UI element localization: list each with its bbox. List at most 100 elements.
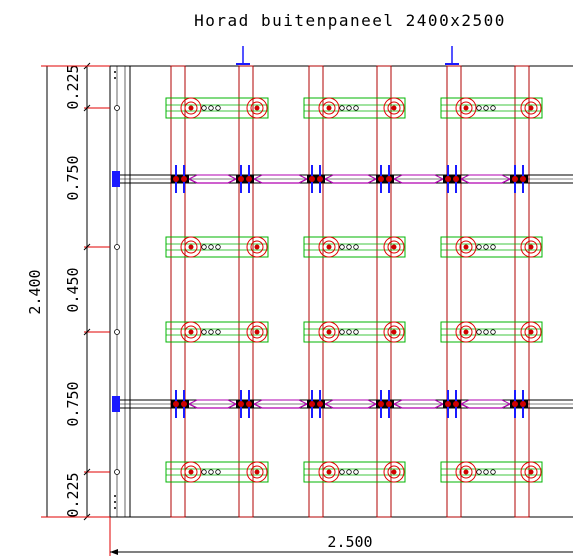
connection-plate-r4-c3 [441,462,542,482]
slot-hole [354,245,359,250]
total-height-label: 2.400 [26,269,44,314]
clamp-nut [386,176,392,182]
bolt [529,106,534,111]
rail-end-clamp [112,396,120,412]
frame-hole-1 [115,106,120,111]
clamp-link [254,175,307,179]
height-dimension-chain: 0.225 0.750 0.450 0.750 0.225 [64,63,110,520]
clamp-nut [238,176,244,182]
clamp-link [254,404,307,408]
clamp-link [325,175,376,179]
slot-hole [484,245,489,250]
clamp-nut [453,176,459,182]
bolt [392,330,397,335]
rail-1 [112,165,573,193]
clamp-nut [173,401,179,407]
post-6 [515,66,529,517]
rail-2 [112,390,573,418]
bolt [327,470,332,475]
slot-hole [484,330,489,335]
clamp-link [254,179,307,183]
clamp-nut [246,176,252,182]
clamp-3 [307,165,325,193]
clamp-nut [520,176,526,182]
rail-end-clamp [112,171,120,187]
clamp-nut [445,176,451,182]
slot-hole [216,330,221,335]
slot-hole [347,245,352,250]
slot-hole [209,470,214,475]
bolt [255,330,260,335]
clamp-nut [317,176,323,182]
connection-plate-r3-c3 [441,322,542,342]
slot-hole [477,245,482,250]
bolt [529,245,534,250]
slot-hole [484,470,489,475]
connection-plate-r3-c2 [304,322,405,342]
top-mount-brackets [236,46,459,64]
dim-segment-3: 0.450 [64,267,82,312]
clamp-link [325,400,376,404]
clamp-link [461,404,510,408]
slot-hole [491,470,496,475]
connection-plate-r2-c3 [441,237,542,257]
slot-hole [347,106,352,111]
clamp-1 [171,165,189,193]
bolt [255,245,260,250]
connection-plates [166,98,542,482]
bolt [392,245,397,250]
dimension-ticks [84,63,110,520]
clamp-link [189,404,236,408]
slot-hole [202,106,207,111]
dim-segment-1: 0.225 [64,64,82,109]
slot-hole [216,245,221,250]
slot-hole [202,330,207,335]
frame-hole-3 [115,330,120,335]
clamp-nut [512,401,518,407]
total-width-label: 2.500 [327,533,372,551]
clamp-nut [181,401,187,407]
connection-plate-r1-c3 [441,98,542,118]
clamp-link [461,400,510,404]
top-mount-bracket-left [236,46,250,64]
slot-hole [216,470,221,475]
clamp-link [189,175,236,179]
clamp-5 [443,390,461,418]
clamp-1 [171,390,189,418]
clamp-link [189,179,236,183]
top-mount-bracket-right [445,46,459,64]
bolt [189,106,194,111]
panel-side-frame [110,66,130,517]
slot-hole [477,330,482,335]
bolt [529,330,534,335]
clamp-link [461,179,510,183]
clamp-link [325,179,376,183]
clamp-nut [246,401,252,407]
frame-dot-4 [114,501,116,503]
clamp-nut [309,176,315,182]
slot-hole [354,470,359,475]
dim-segment-5: 0.225 [64,472,82,517]
vertical-posts [171,66,529,517]
clamp-3 [307,390,325,418]
frame-hole-2 [115,245,120,250]
frame-dot-1 [114,71,116,73]
clamp-6 [510,390,528,418]
slot-hole [209,245,214,250]
bolt [464,245,469,250]
bolt [529,470,534,475]
clamp-nut [453,401,459,407]
bolt [189,330,194,335]
horizontal-rails [112,165,573,418]
slot-hole [340,245,345,250]
slot-hole [477,106,482,111]
slot-hole [202,470,207,475]
clamp-6 [510,165,528,193]
clamp-nut [317,401,323,407]
clamp-link [189,400,236,404]
panel-outline [47,66,573,517]
frame-hole-4 [115,470,120,475]
bolt [327,106,332,111]
clamp-link [394,400,443,404]
bolt [327,330,332,335]
